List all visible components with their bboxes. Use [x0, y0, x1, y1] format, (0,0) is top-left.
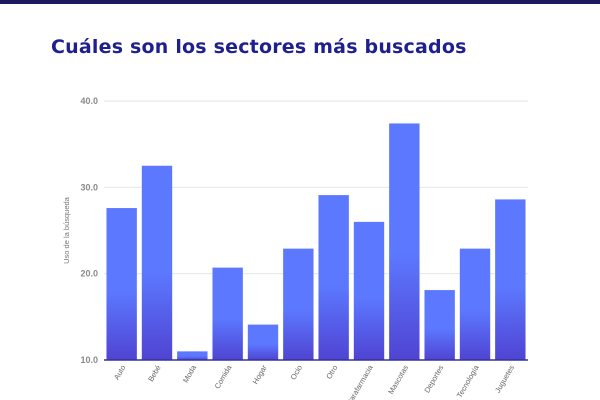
- x-tick-label: Ocio: [289, 364, 305, 382]
- bar-moda: [177, 351, 208, 360]
- x-tick-label: Deportes: [422, 363, 445, 394]
- y-tick-label: 30.0: [80, 182, 98, 192]
- x-tick-label: Juguetes: [493, 363, 516, 394]
- x-tick-label: Auto: [112, 364, 128, 382]
- x-tick-label: Tecnología: [455, 363, 481, 400]
- x-tick-label: Hogar: [251, 363, 269, 386]
- bar-comida: [212, 267, 243, 360]
- x-tick-label: Parafarmacia: [345, 363, 376, 400]
- bar-auto: [106, 208, 137, 360]
- bar-ocio: [283, 248, 314, 360]
- bar-hogar: [247, 324, 279, 360]
- x-tick-label: Bebé: [146, 364, 163, 384]
- x-tick-label: Mascotas: [386, 363, 410, 396]
- x-tick-label: Comida: [213, 363, 234, 391]
- y-tick-label: 20.0: [80, 269, 98, 279]
- bar-otro: [318, 195, 349, 360]
- x-tick-label: Otro: [324, 364, 339, 381]
- y-tick-label: 40.0: [80, 96, 98, 106]
- x-tick-label: Moda: [181, 363, 199, 384]
- bar-bebé: [141, 165, 173, 360]
- bar-deportes: [424, 290, 455, 360]
- bar-juguetes: [495, 199, 526, 360]
- y-axis-title: Uso de la búsqueda: [62, 196, 71, 264]
- chart-title: Cuáles son los sectores más buscados: [51, 36, 467, 58]
- bar-tecnología: [459, 248, 491, 360]
- top-bar: [0, 0, 600, 4]
- bar-mascotas: [389, 123, 420, 361]
- bars: [106, 123, 526, 361]
- bar-farmacia: [353, 221, 385, 360]
- y-tick-label: 10.0: [80, 355, 98, 365]
